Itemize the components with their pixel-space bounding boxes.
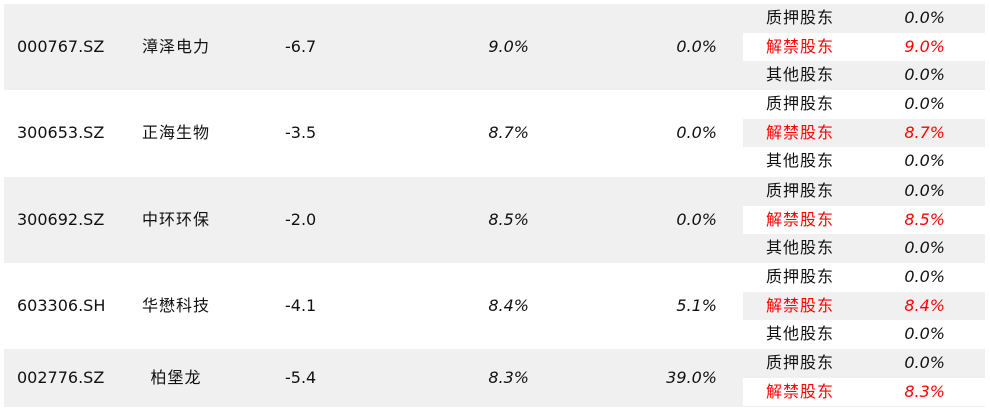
holder-value: 8.7% (904, 122, 945, 142)
holder-value: 0.0% (904, 324, 945, 344)
holder-subrow: 解禁股东 8.4% (743, 291, 985, 321)
holder-subrow: 解禁股东 9.0% (743, 32, 985, 62)
holder-label: 质押股东 (766, 94, 835, 113)
stock-name: 中环环保 (141, 210, 210, 229)
holder-subrow: 其他股东 0.0% (743, 147, 985, 176)
holder-subrow: 其他股东 0.0% (743, 320, 985, 349)
holder-value: 0.0% (904, 181, 945, 200)
table-row: 300692.SZ 中环环保 -2.0 8.5% 0.0% 质押股东 0.0% 解禁股东 8.5… (4, 177, 985, 263)
percent-value-1: 8.4% (488, 296, 529, 315)
holder-subrow: 质押股东 0.0% (743, 177, 985, 206)
holder-subrow: 解禁股东 8.5% (743, 205, 985, 235)
holder-label: 其他股东 (766, 324, 835, 344)
holder-value: 0.0% (904, 94, 945, 113)
holder-value: 9.0% (904, 36, 945, 56)
holder-label: 质押股东 (766, 267, 835, 286)
percent-value-1: 9.0% (488, 37, 529, 56)
stock-code: 002776.SZ (17, 368, 105, 387)
holder-value: 8.3% (904, 381, 945, 401)
table-row: 300653.SZ 正海生物 -3.5 8.7% 0.0% 质押股东 0.0% 解禁股东 8.7… (4, 90, 985, 176)
holder-value: 8.4% (904, 295, 945, 315)
percent-value-2: 0.0% (676, 123, 717, 142)
holder-value: 0.0% (904, 238, 945, 258)
holder-subrow: 解禁股东 8.7% (743, 118, 985, 148)
holder-label: 解禁股东 (766, 36, 835, 56)
holder-label: 其他股东 (766, 151, 835, 171)
holder-subrow: 解禁股东 8.3% (743, 377, 985, 407)
percent-value-2: 0.0% (676, 37, 717, 56)
table-row: 603306.SH 华懋科技 -4.1 8.4% 5.1% 质押股东 0.0% 解禁股东 8.4… (4, 263, 985, 349)
price-change: -6.7 (285, 37, 317, 56)
holder-subrow: 质押股东 0.0% (743, 90, 985, 119)
table-row: 000767.SZ 漳泽电力 -6.7 9.0% 0.0% 质押股东 0.0% 解禁股东 9.0… (4, 4, 985, 90)
stock-code: 300653.SZ (17, 123, 105, 142)
holder-subrow: 质押股东 0.0% (743, 4, 985, 33)
stock-name: 正海生物 (141, 123, 210, 142)
holder-label: 质押股东 (766, 181, 835, 200)
holder-subrow: 质押股东 0.0% (743, 349, 985, 378)
percent-value-1: 8.7% (488, 123, 529, 142)
stock-code: 000767.SZ (17, 37, 105, 56)
price-change: -2.0 (285, 210, 317, 229)
holder-value: 0.0% (904, 151, 945, 171)
holder-label: 解禁股东 (766, 381, 835, 401)
percent-value-1: 8.5% (488, 210, 529, 229)
percent-value-2: 5.1% (676, 296, 717, 315)
stock-code: 603306.SH (17, 296, 106, 315)
holder-label: 质押股东 (766, 8, 835, 27)
price-change: -4.1 (285, 296, 317, 315)
holder-value: 8.5% (904, 209, 945, 229)
stock-name: 柏堡龙 (150, 368, 202, 387)
holder-value: 0.0% (904, 267, 945, 286)
holder-value: 0.0% (904, 8, 945, 27)
holder-subrow: 其他股东 0.0% (743, 61, 985, 90)
holder-label: 质押股东 (766, 353, 835, 372)
holder-subrow: 质押股东 0.0% (743, 263, 985, 292)
stock-name: 华懋科技 (141, 296, 210, 315)
holder-value: 0.0% (904, 65, 945, 85)
holder-subrow: 其他股东 0.0% (743, 234, 985, 263)
holder-label: 解禁股东 (766, 209, 835, 229)
table-row: 002776.SZ 柏堡龙 -5.4 8.3% 39.0% 质押股东 0.0% 解禁股东 8.3… (4, 349, 985, 407)
holder-label: 其他股东 (766, 238, 835, 258)
holder-label: 解禁股东 (766, 122, 835, 142)
holder-value: 0.0% (904, 353, 945, 372)
price-change: -3.5 (285, 123, 317, 142)
percent-value-2: 39.0% (666, 368, 717, 387)
stock-name: 漳泽电力 (141, 37, 210, 56)
price-change: -5.4 (285, 368, 317, 387)
stock-code: 300692.SZ (17, 210, 105, 229)
percent-value-1: 8.3% (488, 368, 529, 387)
holder-label: 解禁股东 (766, 295, 835, 315)
holder-label: 其他股东 (766, 65, 835, 85)
percent-value-2: 0.0% (676, 210, 717, 229)
